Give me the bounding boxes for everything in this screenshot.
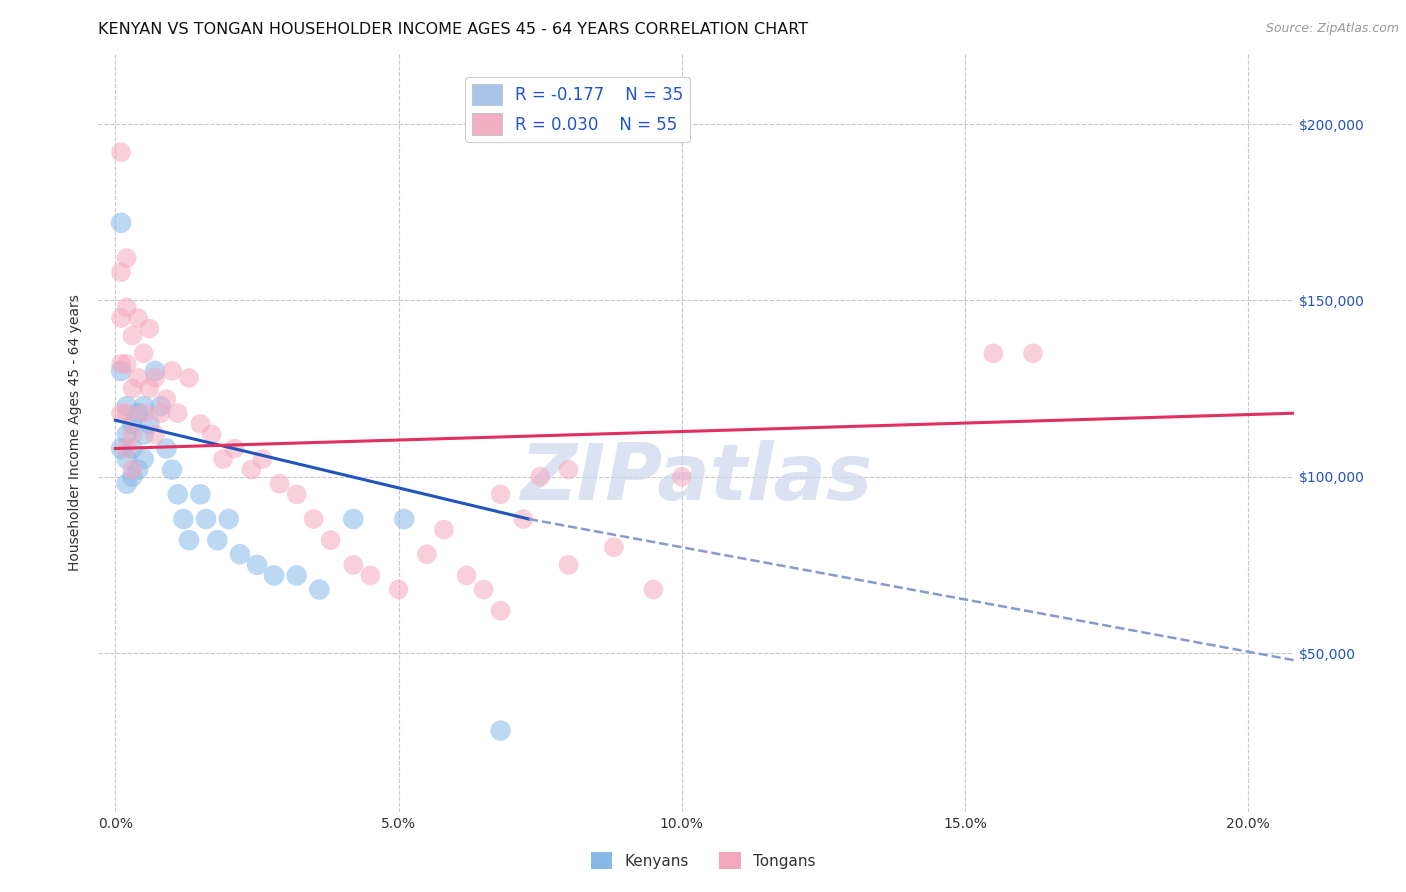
Point [110,145,132,160]
Point [177,533,200,548]
Point [143,427,166,442]
Point [224,442,246,456]
Point [121,469,143,483]
Point [557,558,579,572]
Point [246,558,269,572]
Point [138,417,160,431]
Point [143,364,166,378]
Point [489,723,512,738]
Point [149,399,172,413]
Point [132,406,155,420]
Point [110,357,132,371]
Point [132,452,155,467]
Point [121,463,143,477]
Point [603,540,626,554]
Point [195,512,218,526]
Point [138,382,160,396]
Point [127,371,149,385]
Point [127,463,149,477]
Point [115,301,138,315]
Point [143,371,166,385]
Point [201,427,224,442]
Point [489,604,512,618]
Point [138,321,160,335]
Point [121,442,143,456]
Point [149,406,172,420]
Point [121,328,143,343]
Point [121,382,143,396]
Text: KENYAN VS TONGAN HOUSEHOLDER INCOME AGES 45 - 64 YEARS CORRELATION CHART: KENYAN VS TONGAN HOUSEHOLDER INCOME AGES… [98,22,808,37]
Point [160,463,183,477]
Point [172,512,194,526]
Point [166,487,188,501]
Point [671,469,693,483]
Point [110,265,132,279]
Point [456,568,478,582]
Point [229,547,252,561]
Point [115,399,138,413]
Point [1022,346,1045,360]
Point [155,392,177,406]
Point [489,487,512,501]
Point [110,311,132,326]
Point [132,399,155,413]
Point [190,417,212,431]
Point [177,371,200,385]
Point [263,568,285,582]
Point [342,512,364,526]
Point [472,582,495,597]
Point [115,476,138,491]
Point [252,452,274,467]
Point [207,533,229,548]
Point [212,452,235,467]
Point [433,523,456,537]
Point [115,442,138,456]
Point [115,357,138,371]
Point [285,487,308,501]
Point [115,251,138,265]
Point [127,406,149,420]
Y-axis label: Householder Income Ages 45 - 64 years: Householder Income Ages 45 - 64 years [69,294,83,571]
Point [529,469,551,483]
Point [110,406,132,420]
Point [190,487,212,501]
Point [110,364,132,378]
Legend: Kenyans, Tongans: Kenyans, Tongans [585,846,821,875]
Point [359,568,381,582]
Point [160,364,183,378]
Point [285,568,308,582]
Legend: R = -0.177    N = 35, R = 0.030    N = 55: R = -0.177 N = 35, R = 0.030 N = 55 [465,77,690,142]
Point [166,406,188,420]
Point [342,558,364,572]
Point [643,582,665,597]
Point [110,216,132,230]
Point [319,533,342,548]
Point [302,512,325,526]
Point [981,346,1004,360]
Text: ZIPatlas: ZIPatlas [520,440,872,516]
Point [512,512,534,526]
Point [269,476,291,491]
Point [308,582,330,597]
Point [218,512,240,526]
Point [155,442,177,456]
Point [132,346,155,360]
Point [121,427,143,442]
Text: Source: ZipAtlas.com: Source: ZipAtlas.com [1265,22,1399,36]
Point [127,311,149,326]
Point [416,547,439,561]
Point [388,582,411,597]
Point [557,463,579,477]
Point [240,463,263,477]
Point [121,417,143,431]
Point [132,427,155,442]
Point [115,406,138,420]
Point [115,452,138,467]
Point [115,427,138,442]
Point [110,442,132,456]
Point [394,512,416,526]
